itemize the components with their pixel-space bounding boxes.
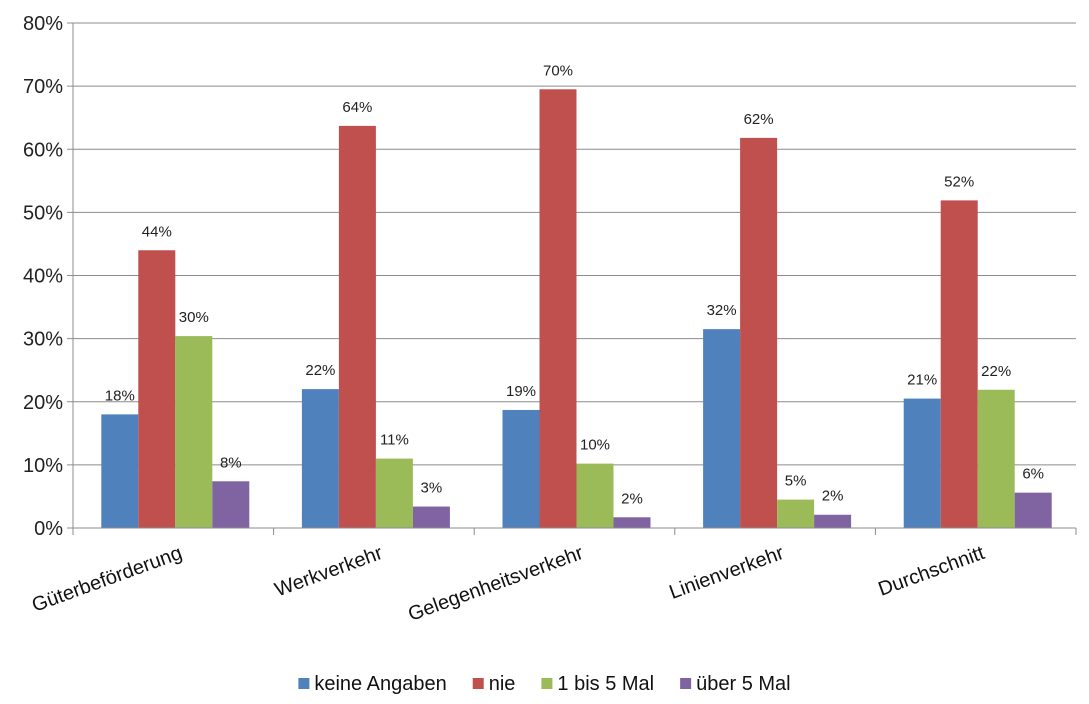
bar [814,514,852,528]
axes [67,22,1077,535]
bar [576,463,614,528]
bar [412,506,450,528]
data-label: 22% [305,362,335,379]
data-label: 62% [744,111,774,128]
data-label: 52% [944,173,974,190]
bar [777,499,815,528]
bar [301,389,339,528]
legend-label: über 5 Mal [696,673,791,695]
y-axis-tick-labels: 0% 10% 20% 30% 40% 50% 60% 70% 80% [23,13,63,540]
bar [539,89,577,528]
legend-swatch [472,678,484,689]
legend-label: nie [489,673,516,695]
bar [903,398,941,528]
y-tick-label: 30% [23,329,63,351]
legend-label: keine Angaben [314,673,446,695]
data-label: 70% [543,62,573,79]
y-tick-label: 20% [23,392,63,414]
x-category-label: Durchschnitt [875,542,987,601]
bar [740,137,778,528]
bar [502,409,540,528]
data-label: 2% [822,488,844,505]
bar [138,250,176,528]
data-label: 44% [142,223,172,240]
data-label: 30% [179,309,209,326]
data-label: 2% [621,490,643,507]
data-label: 10% [580,437,610,454]
data-label: 3% [421,480,443,497]
data-label: 19% [506,383,536,400]
data-label: 8% [220,454,242,471]
legend-swatch [298,678,310,689]
y-tick-label: 80% [23,13,63,35]
bar [940,200,978,528]
data-label: 32% [707,302,737,319]
legend-swatch [541,678,553,689]
bars [101,89,1052,529]
x-category-label: Güterbeförderung [29,542,185,617]
x-category-label: Gelegenheitsverkehr [405,542,586,626]
data-labels: 18% 44% 30% 8% 22% 64% 11% 3% 19% 70% 10% 2% 32% 62% 5… [105,62,1044,507]
bar [175,336,213,528]
bar [338,125,376,529]
bar [1014,492,1052,528]
y-tick-label: 50% [23,202,63,224]
data-label: 22% [981,363,1011,380]
y-tick-label: 40% [23,266,63,288]
x-category-label: Linienverkehr [666,542,787,604]
legend-label: 1 bis 5 Mal [557,673,654,695]
legend-swatch [680,678,692,689]
data-label: 5% [785,473,807,490]
y-tick-label: 10% [23,455,63,477]
data-label: 11% [380,432,409,449]
x-axis-category-labels: Güterbeförderung Werkverkehr Gelegenheitsv… [29,542,988,626]
legend: keine Angaben nie 1 bis 5 Mal über 5 Mal [298,673,791,695]
bar [977,389,1015,528]
bar [613,517,651,528]
bar [101,414,139,528]
x-category-label: Werkverkehr [272,542,386,601]
y-tick-label: 60% [23,139,63,161]
bar [375,458,413,528]
data-label: 18% [105,387,135,404]
data-label: 64% [342,99,372,116]
y-tick-label: 70% [23,76,63,98]
data-label: 6% [1022,466,1044,483]
bar [212,481,250,528]
bar [703,329,741,528]
data-label: 21% [907,372,937,389]
y-tick-label: 0% [34,518,63,540]
